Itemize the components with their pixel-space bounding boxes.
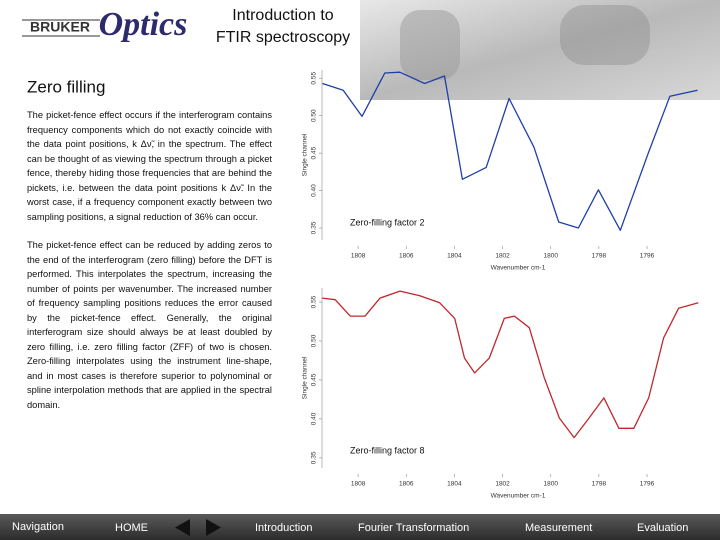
x-tick-label: 1802 [495, 253, 510, 260]
x-tick-label: 1806 [399, 481, 414, 488]
nav-link[interactable]: HOME [115, 522, 148, 534]
x-tick-label: 1798 [592, 253, 607, 260]
y-tick-label: 0.50 [311, 109, 318, 122]
x-tick-label: 1804 [447, 253, 462, 260]
y-tick-label: 0.45 [311, 373, 318, 386]
photo-shape [400, 10, 460, 80]
nav-link[interactable]: Measurement [525, 522, 592, 534]
photo-shape [560, 5, 650, 65]
x-tick-label: 1804 [447, 481, 462, 488]
nav-link[interactable]: Evaluation [637, 522, 688, 534]
x-tick-label: 1798 [592, 481, 607, 488]
y-axis-label: Single channel [302, 356, 309, 399]
y-axis-label: Single channel [302, 133, 309, 176]
x-tick-label: 1800 [543, 481, 558, 488]
logo-brand: BRUKER [30, 19, 90, 35]
y-tick-label: 0.50 [311, 334, 318, 347]
x-tick-label: 1796 [640, 253, 655, 260]
x-tick-label: 1802 [495, 481, 510, 488]
x-tick-label: 1808 [351, 481, 366, 488]
y-tick-label: 0.40 [311, 184, 318, 197]
x-tick-label: 1800 [543, 253, 558, 260]
nav-forward[interactable] [206, 519, 221, 536]
y-tick-label: 0.45 [311, 146, 318, 159]
chart-annotation: Zero-filling factor 2 [350, 217, 425, 227]
chart-annotation: Zero-filling factor 8 [350, 445, 425, 455]
x-tick-label: 1806 [399, 253, 414, 260]
x-axis-label: Wavenumber cm-1 [491, 493, 546, 500]
spectrum-line [322, 290, 699, 439]
y-tick-label: 0.55 [311, 295, 318, 308]
nav-link[interactable]: Fourier Transformation [358, 522, 469, 534]
y-tick-label: 0.35 [311, 221, 318, 234]
nav-bar [0, 514, 720, 540]
title-line: Introduction to [232, 7, 334, 24]
y-tick-label: 0.35 [311, 451, 318, 464]
y-tick-label: 0.55 [311, 72, 318, 85]
x-tick-label: 1808 [351, 253, 366, 260]
section-title: Zero filling [27, 77, 105, 96]
paragraph: The picket-fence effect occurs if the in… [27, 110, 272, 222]
nav-link[interactable]: Introduction [255, 522, 312, 534]
title-line: FTIR spectroscopy [216, 29, 350, 46]
paragraph: The picket-fence effect can be reduced b… [27, 240, 272, 410]
spectrum-line [322, 71, 698, 231]
logo-script: Optics [99, 6, 188, 43]
x-tick-label: 1796 [640, 481, 655, 488]
x-axis-label: Wavenumber cm-1 [491, 265, 546, 272]
y-tick-label: 0.40 [311, 412, 318, 425]
nav-label: Navigation [12, 521, 64, 533]
nav-back[interactable] [175, 519, 190, 536]
